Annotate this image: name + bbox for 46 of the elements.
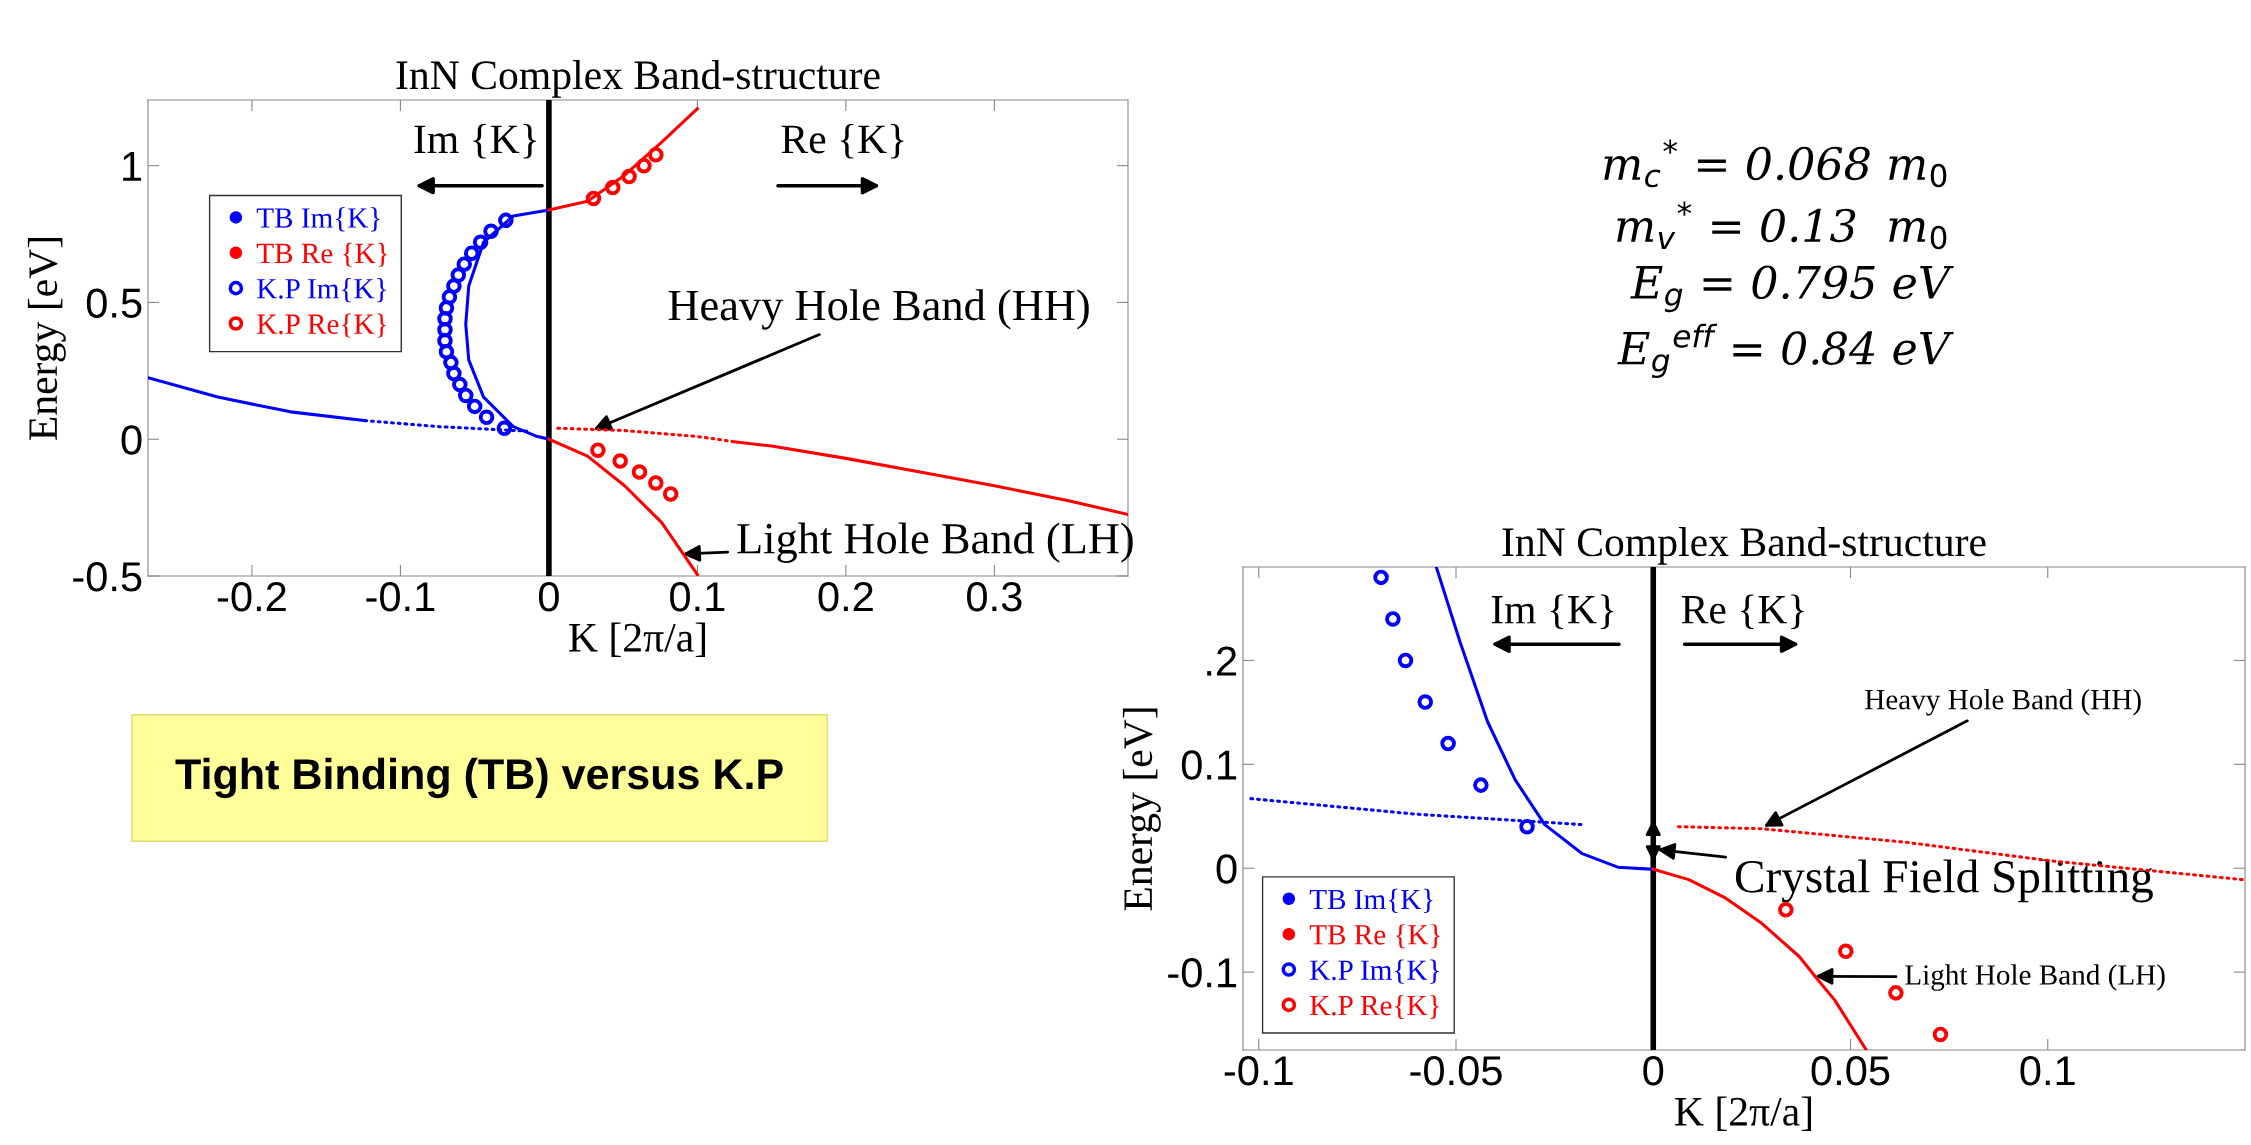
annotation: Crystal Field Splitting	[1735, 859, 2153, 903]
annotation: Re {K}	[1681, 594, 1804, 629]
text: E$_{g}$$^{eff}$ = 0.84 eV	[1617, 323, 1954, 379]
y-tick-label: -0.5	[73, 562, 142, 592]
annotation: Im {K}	[414, 124, 536, 159]
annotation: Light Hole Band (LH)	[1905, 964, 2165, 991]
x-tick-label: -0.1	[366, 581, 435, 612]
legend-label: TB Re {K}	[1309, 924, 1440, 949]
legend-label: K.P Im{K}	[1310, 959, 1439, 984]
legend-label: K.P Im{K}	[257, 278, 386, 303]
y-tick-label: 0.5	[86, 288, 142, 318]
chart-title: InN Complex Band-structure	[396, 59, 880, 98]
annotation: Re {K}	[781, 124, 904, 159]
text: m$_{v}$$^{*}$ = 0.13 m$_{0}$	[1617, 201, 1947, 250]
y-tick-label: 0	[1216, 854, 1237, 884]
y-axis-title: Energy [eV]	[27, 237, 66, 440]
y-tick-label: 1	[123, 152, 142, 181]
annotation: Im {K}	[1491, 594, 1614, 629]
y-tick-label: -0.1	[1168, 958, 1237, 988]
legend-label: K.P Re{K}	[257, 313, 386, 338]
y-tick-label: 0	[121, 425, 142, 455]
x-tick-label: 0.05	[1811, 1055, 1890, 1086]
x-axis-title: K [2π/a]	[569, 622, 706, 657]
legend-label: TB Im{K}	[256, 207, 380, 232]
y-tick-label: .2	[1207, 646, 1237, 676]
annotation: Light Hole Band (LH)	[737, 522, 1133, 563]
text: E$_{g}$ = 0.795 eV	[1630, 265, 1954, 313]
x-tick-label: 0.1	[670, 581, 725, 612]
annotation: Heavy Hole Band (HH)	[1865, 688, 2141, 716]
x-tick-label: 0.2	[818, 581, 873, 612]
x-tick-label: 0.1	[2020, 1055, 2075, 1086]
text: m$_{c}$$^{*}$ = 0.068 m$_{0}$	[1604, 139, 1947, 188]
x-tick-label: 0.3	[967, 581, 1022, 612]
y-tick-label: 0.1	[1181, 750, 1237, 780]
annotation: Heavy Hole Band (HH)	[668, 289, 1089, 330]
x-tick-label: 0	[1643, 1055, 1664, 1086]
text: Tight Binding (TB) versus K.P	[175, 757, 783, 799]
legend-label: TB Re {K}	[256, 242, 387, 267]
x-tick-label: 0	[538, 581, 559, 612]
x-axis-title: K [2π/a]	[1675, 1096, 1812, 1131]
legend-label: K.P Re{K}	[1310, 994, 1439, 1020]
chart-title: InN Complex Band-structure	[1502, 526, 1986, 565]
y-axis-title: Energy [eV]	[1122, 708, 1161, 911]
x-tick-label: -0.2	[217, 581, 286, 612]
x-tick-label: -0.05	[1410, 1055, 1502, 1086]
legend-label: TB Im{K}	[1309, 888, 1433, 913]
